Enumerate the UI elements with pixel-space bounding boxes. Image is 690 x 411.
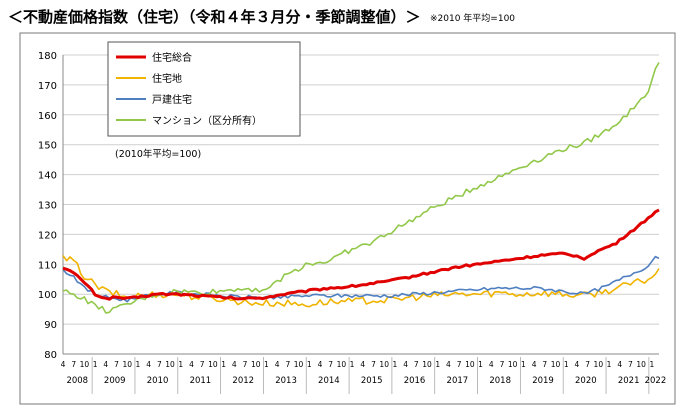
x-month-label: 1 [307,360,312,369]
x-month-label: 4 [532,360,537,369]
y-tick-label: 90 [44,320,57,331]
x-month-label: 4 [189,360,194,369]
x-month-label: 10 [379,360,389,369]
x-month-label: 10 [636,360,646,369]
y-tick-label: 130 [38,201,57,212]
x-month-label: 10 [80,360,90,369]
legend-label: マンション（区分所有） [152,114,262,127]
x-month-label: 7 [628,360,633,369]
y-tick-label: 180 [38,51,57,62]
x-month-label: 7 [371,360,376,369]
x-month-label: 10 [422,360,432,369]
base-year-note: ※2010 年平均=100 [430,14,516,24]
legend-label: 戸建住宅 [152,93,192,106]
y-tick-label: 80 [44,350,57,361]
x-month-label: 7 [542,360,547,369]
x-month-label: 4 [146,360,151,369]
x-month-label: 4 [446,360,451,369]
chart-frame [19,32,676,405]
x-month-label: 10 [165,360,175,369]
x-month-label: 10 [122,360,132,369]
x-month-label: 1 [93,360,98,369]
legend-label: 住宅地 [152,72,182,85]
x-month-label: 1 [607,360,612,369]
x-year-label: 2013 [275,376,297,386]
x-month-label: 1 [221,360,226,369]
x-month-label: 4 [575,360,580,369]
x-month-label: 1 [393,360,398,369]
page-title: ＜不動産価格指数（住宅）（令和４年３月分・季節調整値）＞ [8,8,421,26]
x-year-label: 2022 [645,376,667,386]
y-tick-label: 110 [38,260,57,271]
x-year-label: 2018 [489,376,511,386]
x-month-label: 10 [465,360,475,369]
x-year-label: 2012 [232,376,254,386]
chart-note: (2010年平均=100) [115,148,201,160]
y-tick-label: 120 [38,230,57,241]
x-month-label: 7 [585,360,590,369]
x-year-label: 2014 [318,376,340,386]
x-month-label: 4 [275,360,280,369]
x-year-label: 2020 [575,376,597,386]
x-month-label: 4 [232,360,237,369]
x-month-label: 7 [243,360,248,369]
x-month-label: 1 [264,360,269,369]
x-month-label: 4 [318,360,323,369]
x-month-label: 4 [61,360,66,369]
x-month-label: 4 [489,360,494,369]
y-tick-label: 150 [38,141,57,152]
y-tick-label: 140 [38,171,57,182]
x-month-label: 10 [551,360,561,369]
x-month-label: 7 [114,360,119,369]
x-month-label: 4 [360,360,365,369]
x-year-label: 2011 [190,376,212,386]
x-month-label: 1 [350,360,355,369]
x-month-label: 1 [564,360,569,369]
y-axis-ticks: 80 90 100 110 120 130 140 150 160 170 180 [38,51,57,361]
x-month-label: 7 [157,360,162,369]
x-month-label: 1 [478,360,483,369]
x-month-label: 7 [457,360,462,369]
x-month-label: 7 [200,360,205,369]
x-month-label: 7 [285,360,290,369]
x-month-label: 1 [435,360,440,369]
x-month-label: 4 [103,360,108,369]
x-month-label: 7 [71,360,76,369]
x-month-label: 7 [500,360,505,369]
x-month-label: 4 [617,360,622,369]
x-year-label: 2019 [532,376,554,386]
x-year-label: 2016 [404,376,426,386]
x-month-label: 1 [178,360,183,369]
series-lines [62,62,660,314]
series-line [62,208,660,301]
series-line [62,255,660,308]
x-month-label: 4 [403,360,408,369]
x-year-label: 2015 [361,376,383,386]
x-axis-ticks: 4 7 10 1 4 7 10 1 4 7 10 1 4 7 10 1 4 7 10 1 4 7 10 1 4 7 10 1 4 7 10 1… [61,357,667,394]
y-tick-label: 160 [38,111,57,122]
x-month-label: 7 [328,360,333,369]
x-month-label: 10 [508,360,518,369]
x-month-label: 10 [251,360,261,369]
x-year-label: 2008 [66,376,88,386]
x-month-label: 1 [649,360,654,369]
x-month-label: 10 [294,360,304,369]
y-tick-label: 170 [38,81,57,92]
legend-label: 住宅総合 [152,51,192,64]
x-month-label: 1 [136,360,141,369]
x-year-label: 2010 [147,376,169,386]
x-month-label: 1 [521,360,526,369]
x-month-label: 10 [337,360,347,369]
x-year-label: 2021 [618,376,640,386]
x-year-label: 2009 [104,376,126,386]
x-year-label: 2017 [447,376,469,386]
x-month-label: 10 [208,360,218,369]
x-month-label: 10 [594,360,604,369]
y-tick-label: 100 [38,290,57,301]
x-month-label: 7 [414,360,419,369]
